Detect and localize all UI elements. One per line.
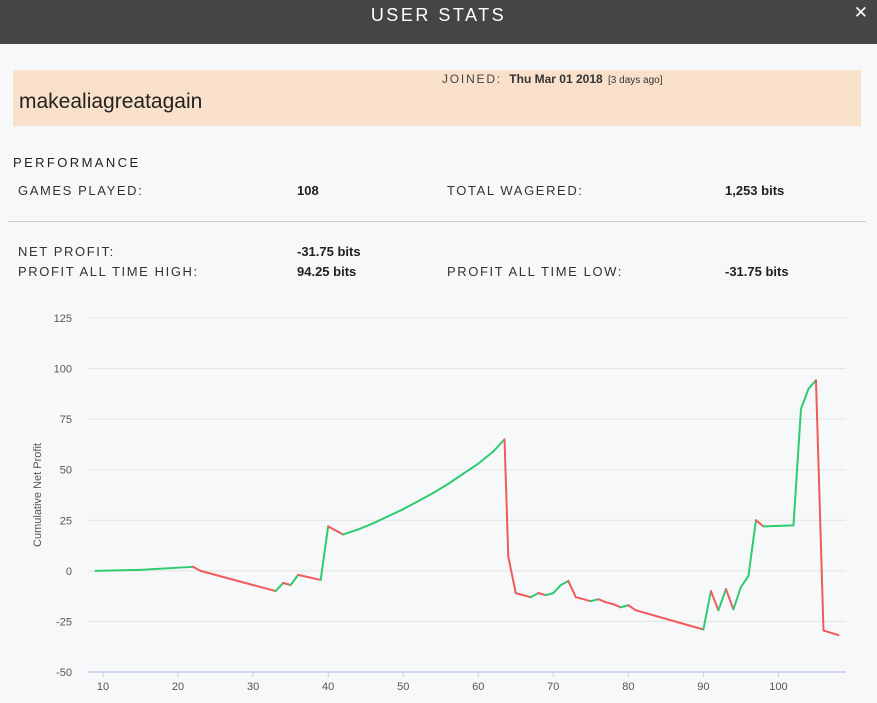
line-segment (552, 584, 562, 595)
line-segment (792, 408, 802, 527)
line-segment (432, 482, 450, 494)
total-wagered-value: 1,253 bits (725, 183, 785, 198)
line-segment (754, 519, 765, 528)
x-tick-label: 30 (247, 681, 259, 693)
profit-atl-label: PROFIT ALL TIME LOW: (447, 264, 624, 279)
line-segment (717, 588, 727, 612)
line-segment (574, 596, 592, 603)
y-tick-label: -25 (56, 616, 72, 628)
line-segment (807, 379, 817, 390)
line-segment (537, 592, 547, 597)
y-tick-label: -50 (56, 667, 72, 679)
line-segment (589, 598, 600, 603)
line-segment (297, 573, 322, 581)
performance-title: PERFORMANCE (13, 155, 141, 170)
line-segment (732, 586, 742, 611)
line-segment (604, 601, 615, 606)
net-profit-value: -31.75 bits (297, 244, 361, 259)
line-segment (612, 603, 622, 609)
line-segment (529, 592, 540, 599)
line-segment (627, 604, 637, 612)
line-segment (634, 609, 705, 631)
line-segment (822, 629, 840, 637)
line-segment (372, 515, 390, 525)
line-segment (199, 569, 277, 593)
line-segment (327, 525, 345, 536)
profit-ath-label: PROFIT ALL TIME HIGH: (18, 264, 199, 279)
line-segment (289, 573, 300, 587)
line-segment (567, 579, 577, 599)
profit-ath-value: 94.25 bits (297, 264, 357, 279)
line-segment (747, 519, 757, 577)
y-tick-label: 75 (60, 414, 72, 426)
x-tick-label: 50 (397, 681, 409, 693)
joined-label: JOINED: (442, 72, 502, 86)
window-title: USER STATS (370, 5, 507, 25)
line-segment (514, 592, 532, 599)
games-played-label: GAMES PLAYED: (18, 183, 144, 198)
line-segment (597, 598, 607, 604)
line-segment (492, 438, 506, 453)
line-segment (319, 525, 330, 581)
line-segment (477, 450, 495, 465)
x-tick-label: 60 (472, 681, 484, 693)
user-header: JOINED: Thu Mar 01 2018 [3 days ago] mak… (13, 70, 861, 126)
y-tick-label: 0 (66, 566, 72, 578)
x-tick-label: 100 (769, 681, 787, 693)
joined-info: JOINED: Thu Mar 01 2018 [3 days ago] (442, 72, 663, 86)
x-tick-label: 90 (697, 681, 709, 693)
line-segment (724, 588, 735, 611)
profit-chart: -50 -25 0 25 50 75 100 125 10 20 30 40 50 60 70 80 90 100… (32, 313, 846, 693)
line-segment (402, 500, 420, 511)
x-tick-label: 20 (172, 681, 184, 693)
line-segment (357, 522, 375, 531)
line-segment (417, 491, 435, 503)
divider (8, 221, 866, 222)
line-segment (387, 508, 405, 518)
y-tick-label: 50 (60, 465, 72, 477)
line-segment (462, 462, 480, 475)
x-tick-label: 70 (547, 681, 559, 693)
y-tick-label: 25 (60, 515, 72, 527)
line-segment (447, 472, 465, 485)
line-segment (192, 565, 202, 572)
username: makealiagreatagain (19, 90, 203, 113)
line-segment (94, 568, 142, 572)
net-profit-label: NET PROFIT: (18, 244, 115, 259)
line-segment (799, 387, 810, 411)
line-segment (702, 590, 712, 631)
line-segment (739, 574, 750, 589)
line-segment (559, 579, 570, 587)
profit-atl-value: -31.75 bits (725, 264, 789, 279)
line-segment (342, 528, 360, 536)
line-segment (139, 565, 195, 571)
line-segment (544, 592, 555, 597)
line-segment (282, 581, 292, 587)
joined-date: Thu Mar 01 2018 (509, 72, 603, 86)
line-segment (507, 555, 517, 595)
x-tick-label: 80 (622, 681, 634, 693)
y-tick-label: 100 (54, 364, 72, 376)
close-icon[interactable]: ✕ (853, 3, 868, 23)
line-segment (619, 604, 630, 609)
x-tick-label: 40 (322, 681, 334, 693)
total-wagered-label: TOTAL WAGERED: (447, 183, 584, 198)
line-segment (814, 379, 825, 632)
games-played-value: 108 (297, 183, 319, 198)
y-tick-label: 125 (54, 313, 72, 325)
line-segment (762, 524, 795, 528)
joined-ago: [3 days ago] (608, 75, 663, 86)
x-tick-label: 10 (97, 681, 109, 693)
line-segment (503, 438, 510, 558)
y-axis-label: Cumulative Net Profit (32, 443, 44, 547)
line-segment (274, 581, 285, 593)
title-bar: USER STATS ✕ (0, 0, 877, 44)
line-segment (709, 590, 720, 612)
